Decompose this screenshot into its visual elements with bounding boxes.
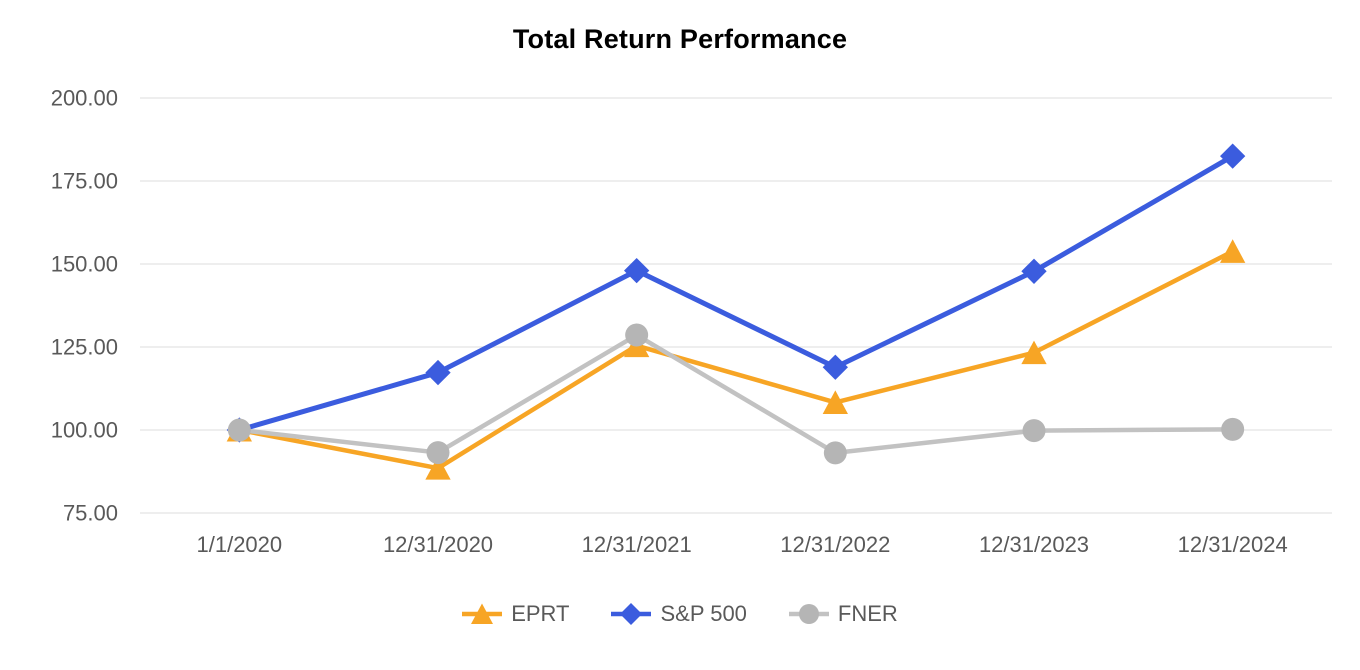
series-sp500-marker — [624, 257, 650, 284]
x-tick-label: 12/31/2021 — [582, 532, 692, 557]
legend-item-sp500: S&P 500 — [611, 600, 747, 628]
sp500-diamond-icon — [611, 603, 652, 625]
series-fner-marker — [625, 323, 649, 347]
series-sp500-line — [236, 153, 1236, 433]
chart-title: Total Return Performance — [512, 24, 848, 54]
legend-item-fner: FNER — [788, 600, 898, 628]
x-tick-label: 12/31/2023 — [979, 532, 1089, 557]
series-fner-marker — [823, 441, 847, 465]
line-chart-plot: 200.00 175.00 150.00 125.00 100.00 75.00 1/1/2… — [51, 86, 1332, 557]
series-fner — [227, 323, 1245, 465]
series-fner-marker — [426, 441, 450, 465]
series-eprt-line — [237, 249, 1235, 471]
y-tick-label: 75.00 — [63, 501, 118, 526]
series-eprt-marker — [425, 456, 451, 480]
series-fner-line — [237, 332, 1235, 456]
series-eprt — [226, 239, 1246, 480]
y-tick-label: 125.00 — [51, 335, 118, 360]
chart-legend: EPRT S&P 500 FNER — [0, 596, 1360, 632]
series-sp500-marker — [425, 359, 451, 386]
legend-label-eprt: EPRT — [511, 601, 570, 626]
eprt-triangle-icon — [462, 603, 503, 624]
legend-marker — [620, 603, 643, 625]
series-sp500-marker — [1220, 143, 1246, 169]
legend-label-sp500: S&P 500 — [660, 601, 747, 626]
series-sp500-marker — [1021, 258, 1047, 284]
x-tick-label: 12/31/2024 — [1178, 532, 1288, 557]
legend-label-fner: FNER — [837, 601, 898, 626]
y-tick-label: 175.00 — [51, 169, 118, 194]
fner-circle-icon — [788, 604, 829, 624]
x-tick-label: 12/31/2020 — [383, 532, 493, 557]
y-tick-label: 150.00 — [51, 252, 118, 277]
legend-marker — [798, 604, 819, 624]
y-tick-label: 200.00 — [51, 86, 118, 111]
series-sp500 — [226, 143, 1246, 443]
y-tick-label: 100.00 — [51, 418, 118, 443]
x-tick-label: 1/1/2020 — [197, 532, 283, 557]
x-tick-label: 12/31/2022 — [780, 532, 890, 557]
series-fner-marker — [1022, 419, 1046, 443]
series-eprt-marker — [1021, 340, 1047, 365]
legend-marker — [471, 603, 494, 624]
series-eprt-marker — [1220, 239, 1246, 263]
legend-item-eprt: EPRT — [462, 600, 569, 628]
series-eprt-marker — [822, 390, 848, 414]
series-sp500-marker — [822, 354, 848, 380]
series-fner-marker — [1221, 417, 1245, 441]
series-fner-marker — [227, 418, 251, 442]
